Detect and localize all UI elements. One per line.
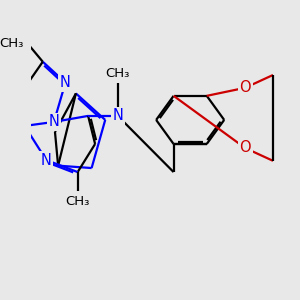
Text: CH₃: CH₃ bbox=[106, 67, 130, 80]
Text: N: N bbox=[49, 114, 59, 129]
Text: N: N bbox=[112, 108, 123, 123]
Text: N: N bbox=[41, 152, 52, 167]
Text: CH₃: CH₃ bbox=[65, 195, 90, 208]
Text: O: O bbox=[239, 140, 251, 155]
Text: O: O bbox=[239, 80, 251, 95]
Text: N: N bbox=[60, 75, 71, 90]
Text: CH₃: CH₃ bbox=[0, 37, 24, 50]
